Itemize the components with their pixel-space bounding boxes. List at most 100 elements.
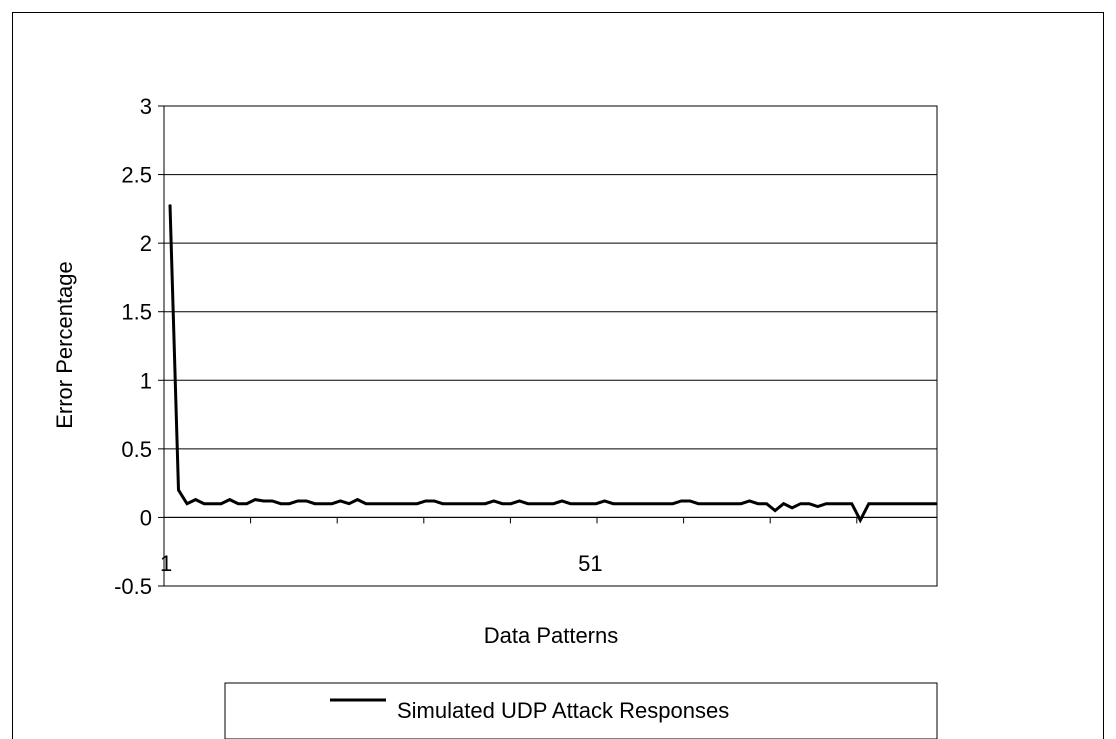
data-point (177, 489, 180, 491)
data-point (552, 503, 555, 505)
data-point (450, 503, 452, 505)
data-point (783, 503, 785, 505)
data-point (834, 503, 836, 505)
data-point (212, 503, 214, 505)
legend: Simulated UDP Attack Responses (224, 682, 938, 739)
data-point (876, 503, 878, 505)
x-tick-label: 1 (160, 551, 172, 576)
data-point (339, 500, 342, 502)
y-tick-label: 2 (140, 231, 152, 256)
data-point (169, 204, 171, 206)
data-point (586, 503, 589, 505)
y-tick-label: 1.5 (121, 300, 152, 325)
data-point (910, 503, 913, 505)
plot-area (163, 105, 938, 587)
data-point (373, 503, 376, 505)
data-point (535, 503, 538, 505)
data-point (186, 503, 188, 505)
data-point (697, 503, 699, 505)
data-point (561, 500, 563, 502)
data-point (297, 500, 299, 502)
data-point (331, 503, 333, 505)
data-point (237, 503, 239, 505)
data-point (842, 503, 844, 505)
data-point (390, 503, 393, 505)
data-point (501, 503, 503, 505)
data-point (569, 503, 572, 505)
data-point (305, 500, 307, 502)
data-point (893, 503, 895, 505)
data-point (220, 503, 222, 505)
y-axis-title: Error Percentage (52, 261, 77, 429)
data-point (808, 503, 810, 505)
data-point (714, 503, 717, 505)
data-point (672, 503, 674, 505)
data-point (706, 503, 708, 505)
gridlines (164, 105, 937, 518)
data-point (271, 500, 273, 502)
data-point (493, 500, 495, 502)
x-axis: 1 51 (160, 516, 937, 576)
y-tick-label: 2.5 (121, 163, 152, 188)
legend-label: Simulated UDP Attack Responses (397, 698, 729, 723)
data-point (612, 503, 614, 505)
data-point (885, 503, 887, 505)
y-tick-label: 1 (140, 368, 152, 393)
data-point (578, 503, 580, 505)
data-point (765, 503, 768, 505)
data-point (442, 503, 444, 505)
data-point (425, 500, 427, 502)
data-point (740, 503, 742, 505)
y-tick-label: 0.5 (121, 437, 152, 462)
data-point (638, 503, 640, 505)
data-point (723, 503, 725, 505)
data-point (680, 500, 682, 502)
data-point (476, 503, 478, 505)
data-point (757, 503, 759, 505)
data-point (927, 503, 930, 505)
data-point (902, 503, 904, 505)
data-point (280, 503, 282, 505)
data-point (408, 503, 410, 505)
data-point (246, 503, 248, 505)
data-point (646, 503, 648, 505)
legend-box (224, 682, 938, 739)
data-point (322, 503, 324, 505)
data-point (527, 503, 529, 505)
data-point (629, 503, 631, 505)
data-point (433, 500, 435, 502)
data-point (859, 519, 861, 521)
data-point (399, 503, 401, 505)
data-point (817, 505, 819, 508)
y-axis: 3 2.5 2 1.5 1 0.5 0 -0.5 (114, 94, 164, 599)
series-layer (168, 204, 938, 524)
data-point (484, 503, 486, 505)
data-point (510, 503, 512, 505)
data-point (731, 503, 734, 505)
data-point (604, 500, 606, 502)
data-point (203, 503, 205, 505)
data-point (919, 503, 921, 505)
data-point (518, 500, 521, 502)
data-point (467, 503, 469, 505)
data-point (254, 499, 256, 501)
data-point (263, 500, 265, 502)
data-point (851, 503, 853, 505)
data-point (194, 499, 197, 501)
data-point (791, 507, 793, 509)
data-point (655, 503, 657, 505)
data-point (825, 503, 827, 505)
data-point (459, 503, 461, 505)
y-tick-label: 3 (140, 94, 152, 119)
data-point (936, 503, 938, 505)
data-point (689, 500, 691, 502)
data-point (621, 503, 623, 505)
y-tick-label: 0 (140, 505, 152, 530)
data-point (868, 503, 870, 505)
data-point (416, 503, 418, 505)
x-axis-title: Data Patterns (484, 623, 619, 648)
y-tick-label: -0.5 (114, 574, 152, 599)
data-point (544, 503, 546, 505)
data-point (663, 503, 665, 505)
